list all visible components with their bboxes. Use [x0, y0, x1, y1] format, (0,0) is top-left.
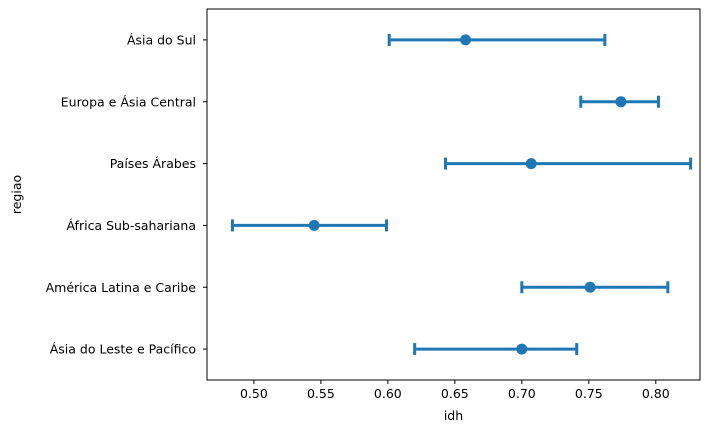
- point-group: [230, 219, 389, 232]
- y-tick-label: Europa e Ásia Central: [61, 94, 196, 109]
- mean-point: [615, 96, 627, 108]
- point-group: [387, 33, 607, 46]
- x-tick-label: 0.70: [508, 386, 536, 401]
- x-tick-label: 0.80: [642, 386, 670, 401]
- y-tick-label: América Latina e Caribe: [46, 280, 197, 295]
- y-tick-label: Ásia do Leste e Pacífico: [50, 342, 196, 357]
- y-axis-label: regiao: [9, 175, 24, 214]
- x-tick-label: 0.50: [240, 386, 268, 401]
- point-group: [443, 157, 693, 170]
- x-tick-label: 0.65: [441, 386, 469, 401]
- plot-area: [206, 8, 701, 381]
- plot-frame: [206, 8, 701, 381]
- point-group: [579, 95, 660, 108]
- x-axis-label: idh: [444, 408, 463, 423]
- point-group: [413, 343, 579, 356]
- mean-point: [460, 34, 472, 46]
- x-tick-label: 0.75: [575, 386, 603, 401]
- series: [230, 33, 693, 356]
- mean-point: [525, 158, 537, 170]
- x-axis: 0.50 0.55 0.60 0.65 0.70 0.75 0.80: [240, 380, 670, 401]
- x-tick-label: 0.55: [307, 386, 335, 401]
- mean-point: [584, 281, 596, 293]
- y-tick-label: Países Árabes: [110, 156, 196, 171]
- point-group: [520, 281, 670, 294]
- x-tick-label: 0.60: [374, 386, 402, 401]
- y-axis: Ásia do Sul Europa e Ásia Central Países Á…: [46, 32, 207, 357]
- mean-point: [516, 343, 528, 355]
- y-tick-label: África Sub-sahariana: [66, 218, 196, 233]
- y-tick-label: Ásia do Sul: [127, 32, 196, 47]
- mean-point: [308, 219, 320, 231]
